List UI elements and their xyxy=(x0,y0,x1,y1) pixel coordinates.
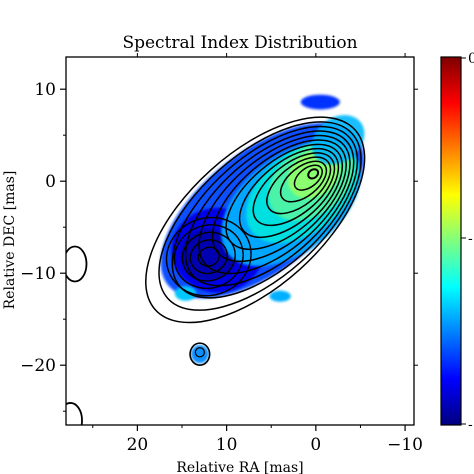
knot-contour xyxy=(181,231,236,282)
y-tick-label: −10 xyxy=(20,264,56,284)
x-tick-label: −10 xyxy=(387,435,423,455)
heat-knot-edge xyxy=(174,286,197,301)
left-blob-contour xyxy=(66,245,88,283)
x-tick-label: 20 xyxy=(127,435,149,455)
contour-line xyxy=(307,168,320,180)
y-tick-label: 0 xyxy=(45,172,56,192)
contour-line xyxy=(211,139,347,263)
y-tick-label: 10 xyxy=(34,80,56,100)
contour-line xyxy=(252,152,336,227)
contour-line xyxy=(293,164,323,191)
colorbar-tick-label: 0 xyxy=(468,51,474,67)
colorbar-tick-label: - xyxy=(468,417,473,433)
contour-line xyxy=(198,134,351,275)
contour-line xyxy=(266,156,332,215)
small-knot-contour xyxy=(194,347,205,358)
contour-line xyxy=(145,116,366,324)
x-tick-label: 0 xyxy=(310,435,321,455)
x-tick-label: 10 xyxy=(216,435,238,455)
plot-frame xyxy=(65,56,415,426)
colorbar xyxy=(440,56,462,426)
y-axis-label: Relative DEC [mas] xyxy=(2,171,18,310)
bottom-left-blob-contour xyxy=(66,402,83,425)
contour-line xyxy=(158,121,362,311)
x-axis-label: Relative RA [mas] xyxy=(176,460,303,474)
knot-contour xyxy=(189,239,228,275)
contour-line xyxy=(279,160,328,203)
colorbar-tick-label: - xyxy=(468,231,473,247)
contour-line xyxy=(238,147,340,239)
x-axis-ticks: 20 10 0 −10 xyxy=(92,53,423,455)
heat-small-knot xyxy=(190,344,209,364)
intensity-contours xyxy=(66,116,366,425)
heat-top-edge xyxy=(300,94,340,110)
small-knot-contour xyxy=(189,342,211,366)
knot-contour xyxy=(165,216,252,297)
knot-contour xyxy=(197,246,220,267)
chart-title: Spectral Index Distribution xyxy=(122,33,357,53)
y-axis-ticks: 10 0 −10 −20 xyxy=(20,80,418,412)
contour-line xyxy=(184,130,355,287)
colorbar-tick-labels: 0 - - xyxy=(461,51,474,433)
knot-contour xyxy=(173,224,244,290)
y-tick-label: −20 xyxy=(20,356,56,376)
heat-lower-edge xyxy=(269,290,291,302)
